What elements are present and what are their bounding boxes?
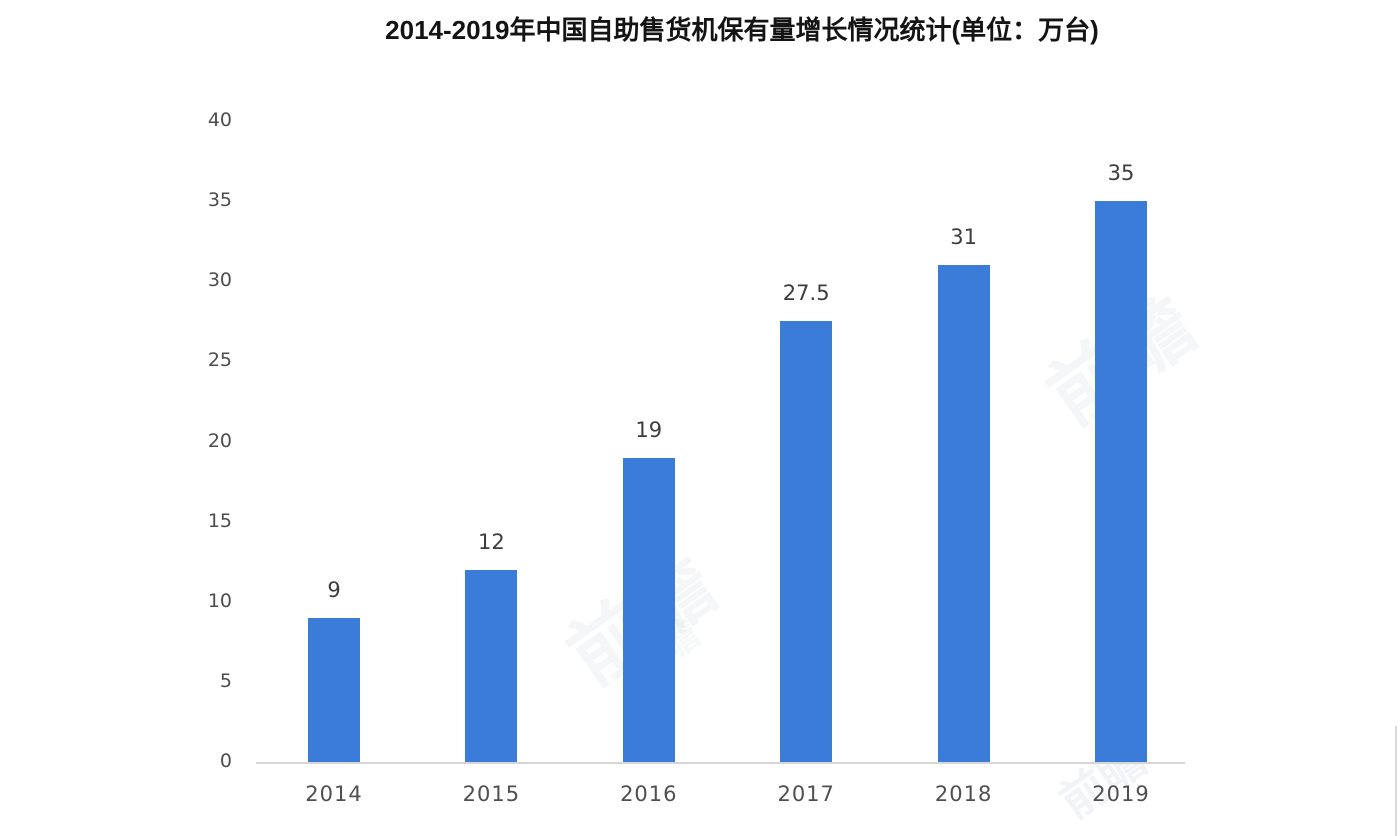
x-tick-label: 2019 — [1092, 782, 1150, 806]
y-tick-label: 35 — [207, 189, 232, 212]
bar-value-label: 9 — [327, 577, 341, 602]
right-edge-line — [1395, 726, 1397, 836]
bar-2016 — [622, 457, 675, 762]
x-tick-label: 2015 — [462, 782, 521, 806]
bar-value-label: 19 — [635, 417, 663, 442]
bar-value-label: 31 — [950, 225, 977, 250]
y-tick-label: 5 — [219, 669, 232, 692]
x-tick-label: 2016 — [620, 782, 678, 806]
bar-2015 — [465, 569, 518, 762]
bar-value-label: 12 — [478, 529, 505, 554]
x-tick-label: 2017 — [777, 782, 835, 806]
bar-value-label: 35 — [1107, 161, 1135, 186]
x-tick-label: 2014 — [305, 782, 363, 806]
y-tick-label: 10 — [207, 589, 232, 612]
bar-value-label: 27.5 — [782, 281, 830, 306]
y-tick-label: 0 — [219, 750, 232, 772]
x-axis-line — [256, 762, 1185, 764]
y-tick-label: 15 — [207, 509, 232, 532]
y-tick-label: 20 — [207, 429, 232, 452]
y-tick-label: 40 — [207, 109, 232, 131]
chart-title: 2014-2019年中国自助售货机保有量增长情况统计(单位：万台) — [385, 15, 1099, 45]
bar-2014 — [308, 617, 360, 762]
y-tick-label: 25 — [207, 349, 232, 372]
bar-2017 — [780, 321, 833, 762]
x-tick-label: 2018 — [934, 782, 993, 806]
bar-2019 — [1095, 201, 1147, 762]
bar-2018 — [937, 265, 990, 762]
y-tick-label: 30 — [207, 269, 232, 292]
